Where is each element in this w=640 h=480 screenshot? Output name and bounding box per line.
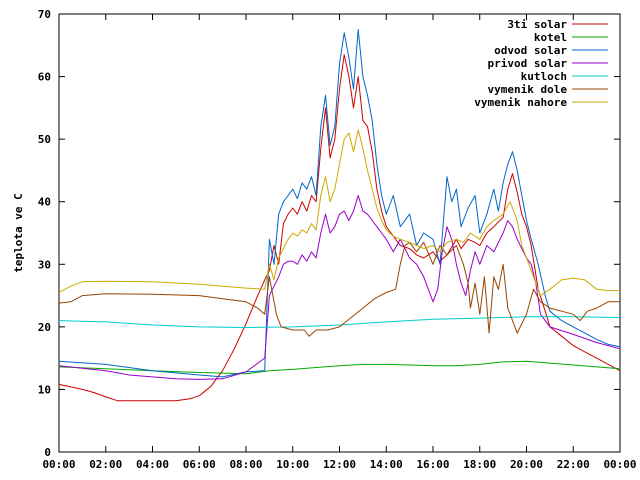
axis-ticks: 0 10 20 30 40 50 60 70 00:00 02:00 04:00 06:00 08:00… [38,8,637,471]
legend-label-odvod-solar: odvod solar [494,44,567,57]
x-tick-label: 12:00 [323,458,356,471]
y-axis-label: teplota ve C [12,193,25,272]
x-tick-label: 16:00 [416,458,449,471]
y-tick-label: 70 [38,8,51,21]
series-line-kutloch [58,316,621,328]
x-tick-label: 08:00 [229,458,262,471]
x-tick-label: 20:00 [510,458,543,471]
series-line-kotel [58,360,621,375]
legend-label-vymenik-dole: vymenik dole [488,83,568,96]
x-tick-label: 00:00 [42,458,75,471]
x-tick-label: 06:00 [183,458,216,471]
series-line-vymenik-nahore [58,129,620,297]
y-tick-label: 40 [38,196,51,209]
y-tick-label: 50 [38,133,51,146]
x-tick-label: 14:00 [370,458,403,471]
legend-label-vymenik-nahore: vymenik nahore [474,96,567,109]
legend-label-kutloch: kutloch [521,70,567,83]
series-line-vymenik-dole [58,241,620,337]
x-tick-label: 04:00 [136,458,169,471]
series-layer [58,29,621,402]
x-tick-label: 18:00 [463,458,496,471]
legend-label-3ti-solar: 3ti solar [507,18,567,31]
x-tick-label: 00:00 [603,458,636,471]
legend-label-privod-solar: privod solar [488,57,568,70]
y-tick-label: 60 [38,71,51,84]
y-tick-label: 20 [38,321,51,334]
series-line-privod-solar [58,195,621,380]
y-tick-label: 30 [38,258,51,271]
x-tick-label: 10:00 [276,458,309,471]
legend-label-kotel: kotel [534,31,567,44]
y-tick-label: 10 [38,383,51,396]
series-line-3ti-solar [58,54,621,402]
y-tick-label: 0 [44,446,51,459]
series-line-odvod-solar [58,29,621,378]
x-tick-label: 02:00 [89,458,122,471]
x-tick-label: 22:00 [557,458,590,471]
